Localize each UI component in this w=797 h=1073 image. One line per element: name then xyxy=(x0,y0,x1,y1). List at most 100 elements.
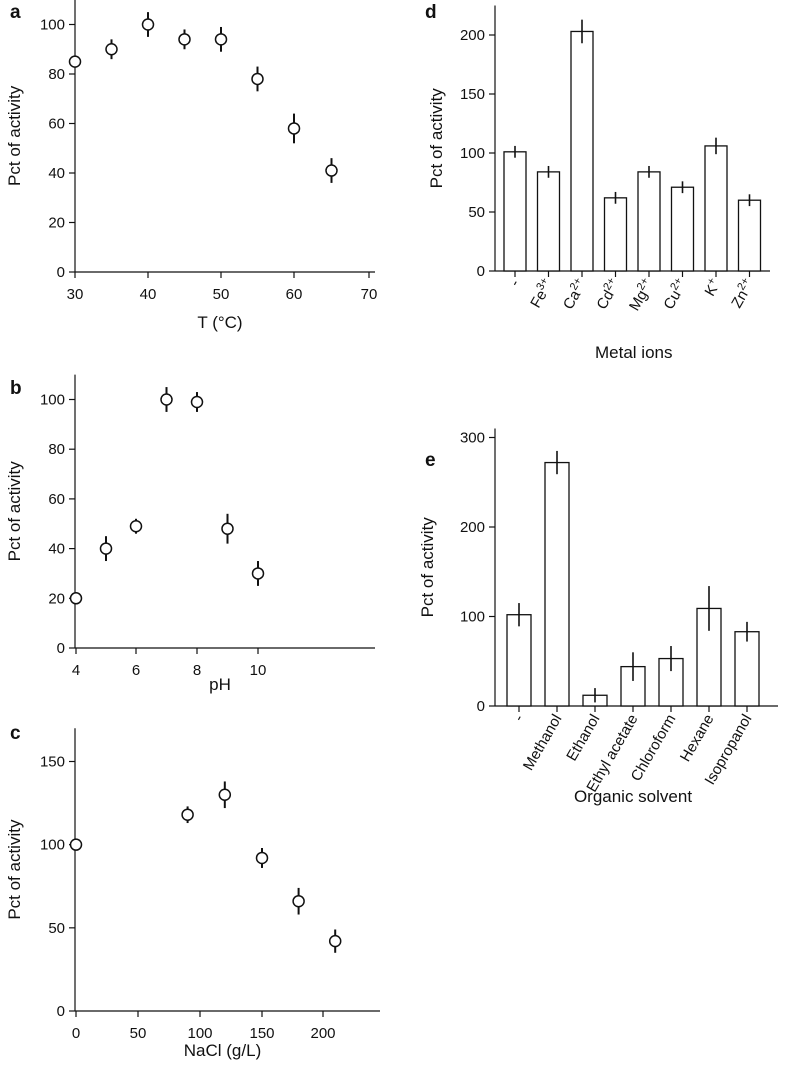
bar xyxy=(506,614,532,707)
y-tick-label: 20 xyxy=(48,590,65,607)
panel-e-organic-solvent: e 0 100 200 300 Pct of activity Organic solven… xyxy=(418,428,778,806)
y-tick-label: 0 xyxy=(477,263,485,280)
y-tick-label: 40 xyxy=(48,541,65,558)
y-tick-label: 50 xyxy=(48,920,65,937)
y-tick-label: 0 xyxy=(57,1003,65,1020)
x-axis-title: T (°C) xyxy=(197,313,242,332)
x-tick-label-superscript: 2+ xyxy=(635,276,652,293)
x-tick-label-superscript: 3+ xyxy=(534,276,551,293)
bar xyxy=(704,145,728,272)
x-tick-label: Mg2+ xyxy=(624,276,657,314)
x-tick-label: - xyxy=(510,712,527,725)
data-point xyxy=(218,788,232,802)
panel-a-temperature: a 0 20 40 60 80 100 30 40 50 60 70 Pct of activity T … xyxy=(5,0,377,332)
x-tick-label: K+ xyxy=(700,276,725,300)
x-axis-title: Metal ions xyxy=(595,343,672,362)
y-tick-label: 100 xyxy=(40,837,65,854)
y-tick-label: 100 xyxy=(40,17,65,34)
x-tick-label: Ethanol xyxy=(563,712,603,765)
panel-label: c xyxy=(10,723,21,744)
bar xyxy=(570,30,594,272)
x-tick-label: Cd2+ xyxy=(592,276,624,313)
bar xyxy=(637,171,661,272)
x-tick-label: 4 xyxy=(72,662,80,679)
y-tick-label: 100 xyxy=(460,609,485,626)
bar xyxy=(603,197,628,272)
y-tick-label: 40 xyxy=(48,165,65,182)
y-axis-title: Pct of activity xyxy=(5,461,24,562)
y-tick-label: 100 xyxy=(40,392,65,409)
data-point xyxy=(251,72,264,86)
panel-label: e xyxy=(425,450,436,471)
data-point xyxy=(160,393,173,406)
bar xyxy=(737,199,762,272)
panel-label: a xyxy=(10,2,21,23)
y-tick-label: 150 xyxy=(40,754,65,771)
data-point xyxy=(292,894,305,908)
data-point xyxy=(129,519,143,533)
y-tick-label: 80 xyxy=(48,66,65,83)
x-tick-label-base: Fe xyxy=(527,287,550,311)
y-axis-title: Pct of activity xyxy=(5,819,24,920)
data-point xyxy=(141,18,155,31)
y-tick-label: 200 xyxy=(460,27,485,44)
data-point xyxy=(178,33,191,46)
x-tick-label: 50 xyxy=(213,286,230,303)
x-tick-label-base: Mg xyxy=(626,287,651,314)
x-tick-label-superscript: + xyxy=(705,276,719,288)
bar xyxy=(696,607,722,707)
x-tick-label: Ca2+ xyxy=(558,276,590,313)
x-tick-label: Hexane xyxy=(677,712,718,765)
data-point xyxy=(69,838,83,851)
data-point xyxy=(181,808,194,821)
x-tick-label-base: Cu xyxy=(660,287,684,312)
y-tick-label: 150 xyxy=(460,86,485,103)
y-tick-label: 50 xyxy=(468,204,485,221)
y-tick-label: 300 xyxy=(460,430,485,447)
x-tick-label: 10 xyxy=(250,662,267,679)
data-point xyxy=(105,43,118,56)
y-tick-label: 200 xyxy=(460,519,485,536)
x-tick-label-superscript: 2+ xyxy=(735,276,752,293)
x-tick-label-base: Ca xyxy=(560,287,585,313)
x-tick-label-base: Cd xyxy=(593,287,617,312)
y-axis-title: Pct of activity xyxy=(5,85,24,186)
y-tick-label: 100 xyxy=(460,145,485,162)
x-axis-title: Organic solvent xyxy=(574,787,692,806)
y-axis-title: Pct of activity xyxy=(418,517,437,618)
x-tick-label: 0 xyxy=(72,1025,80,1042)
x-axis-title: NaCl (g/L) xyxy=(184,1041,261,1060)
x-tick-label: 6 xyxy=(132,662,140,679)
x-tick-label: 100 xyxy=(187,1025,212,1042)
y-tick-label: 60 xyxy=(48,116,65,133)
data-point xyxy=(287,122,301,135)
panel-label: b xyxy=(10,378,22,399)
y-tick-label: 0 xyxy=(57,264,65,281)
x-tick-label: Zn2+ xyxy=(726,276,757,312)
x-tick-label: 70 xyxy=(361,286,378,303)
x-tick-label: 30 xyxy=(67,286,84,303)
bar xyxy=(544,461,570,707)
x-tick-label: 150 xyxy=(249,1025,274,1042)
x-tick-label: 50 xyxy=(130,1025,147,1042)
panel-b-ph: b 0 20 40 60 80 100 4 6 8 10 Pct of activity pH xyxy=(5,374,375,694)
x-tick-label: 60 xyxy=(286,286,303,303)
y-tick-label: 60 xyxy=(48,491,65,508)
data-point xyxy=(328,934,342,948)
x-tick-label-superscript: 2+ xyxy=(568,276,585,293)
data-point xyxy=(69,592,83,605)
y-tick-label: 0 xyxy=(477,698,485,715)
x-tick-label: Fe3+ xyxy=(525,276,556,312)
y-tick-label: 0 xyxy=(57,640,65,657)
panel-c-nacl: c 0 50 100 150 0 50 100 150 200 Pct of activity NaC… xyxy=(5,723,380,1060)
x-tick-label-base: Zn xyxy=(728,287,751,311)
bar xyxy=(503,151,527,272)
x-tick-label: 200 xyxy=(310,1025,335,1042)
data-point xyxy=(214,33,228,46)
x-tick-label: - xyxy=(506,277,523,290)
x-tick-label-superscript: 2+ xyxy=(668,276,685,293)
data-point xyxy=(251,567,265,580)
data-point xyxy=(325,164,338,177)
x-axis-title: pH xyxy=(209,675,231,694)
